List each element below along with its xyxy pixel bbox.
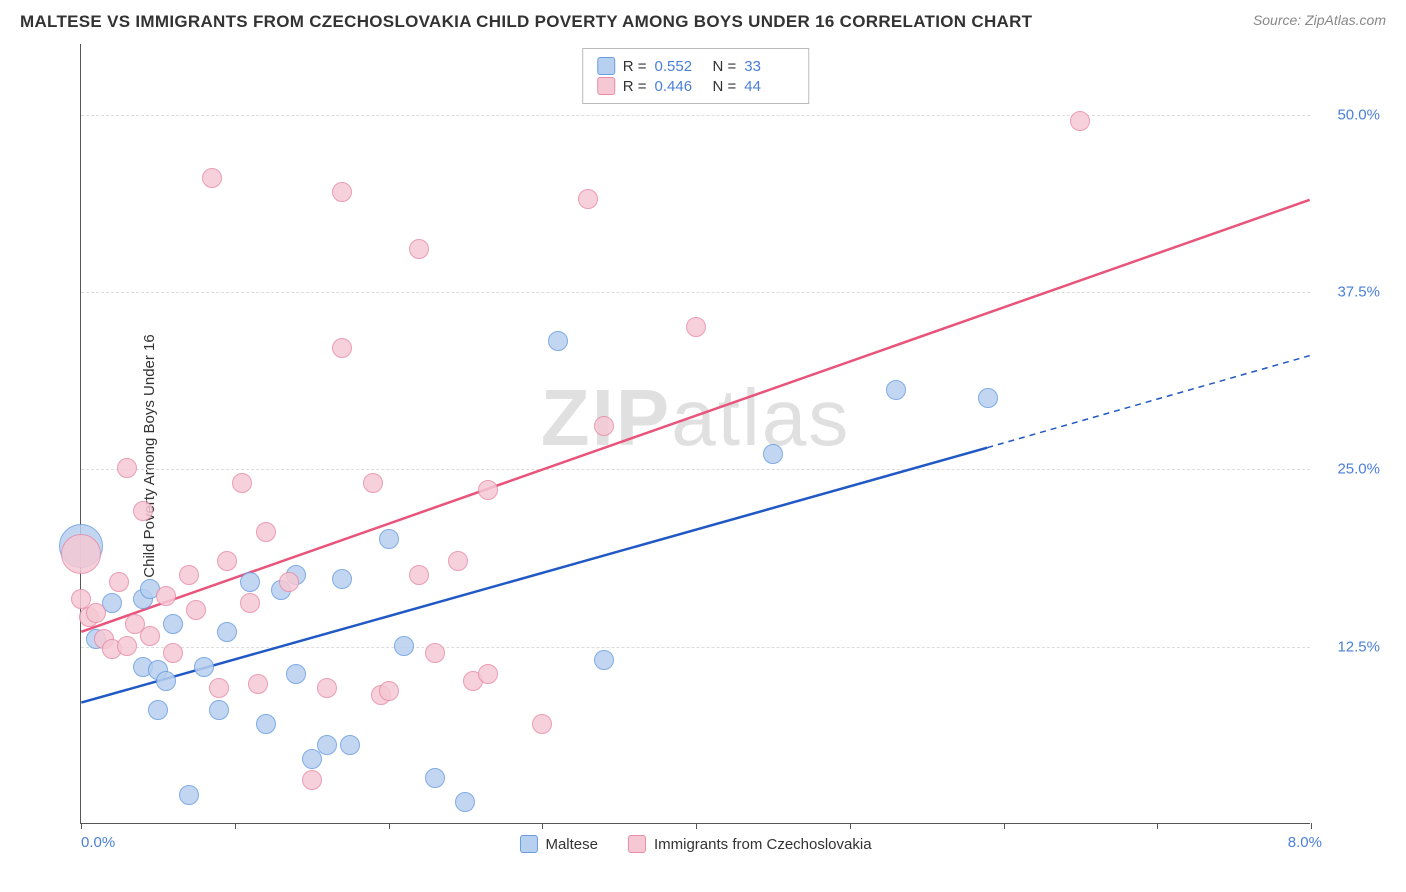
data-point [317,678,337,698]
data-point [332,338,352,358]
corr-row-1: R = 0.552 N = 33 [597,57,795,75]
data-point [117,458,137,478]
data-point [686,317,706,337]
x-tick [1311,823,1312,829]
x-tick [1157,823,1158,829]
data-point [594,416,614,436]
data-point [117,636,137,656]
data-point [478,664,498,684]
data-point [379,681,399,701]
legend-item-2: Immigrants from Czechoslovakia [628,835,872,853]
data-point [163,614,183,634]
correlation-box: R = 0.552 N = 33 R = 0.446 N = 44 [582,48,810,104]
source-label: Source: ZipAtlas.com [1253,12,1386,28]
data-point [594,650,614,670]
x-tick [696,823,697,829]
data-point [532,714,552,734]
data-point [886,380,906,400]
x-tick [81,823,82,829]
data-point [256,714,276,734]
data-point [209,678,229,698]
data-point [240,593,260,613]
data-point [302,770,322,790]
data-point [363,473,383,493]
chart-container: Child Poverty Among Boys Under 16 ZIPatl… [50,44,1386,868]
plot-area: ZIPatlas 12.5%25.0%37.5%50.0% R = 0.552 … [80,44,1310,824]
y-tick-label: 12.5% [1320,638,1380,655]
data-point [340,735,360,755]
y-tick-label: 25.0% [1320,461,1380,478]
legend-swatch-1 [519,835,537,853]
trend-line-extrapolated [987,356,1309,448]
data-point [186,600,206,620]
x-tick [235,823,236,829]
data-point [332,569,352,589]
data-point [425,643,445,663]
trend-line [81,200,1309,632]
data-point [279,572,299,592]
x-tick [1004,823,1005,829]
trendlines [81,44,1310,823]
data-point [763,444,783,464]
x-max-label: 8.0% [1288,834,1322,851]
x-min-label: 0.0% [81,834,115,851]
data-point [194,657,214,677]
data-point [202,168,222,188]
data-point [217,551,237,571]
data-point [379,529,399,549]
data-point [409,565,429,585]
data-point [179,565,199,585]
data-point [317,735,337,755]
data-point [217,622,237,642]
data-point [61,534,101,574]
data-point [156,586,176,606]
data-point [548,331,568,351]
data-point [455,792,475,812]
data-point [148,700,168,720]
data-point [409,239,429,259]
chart-title: MALTESE VS IMMIGRANTS FROM CZECHOSLOVAKI… [20,12,1032,32]
data-point [448,551,468,571]
data-point [332,182,352,202]
series-legend: Maltese Immigrants from Czechoslovakia [519,835,871,853]
data-point [978,388,998,408]
data-point [163,643,183,663]
data-point [240,572,260,592]
y-tick-label: 37.5% [1320,284,1380,301]
data-point [179,785,199,805]
x-tick [389,823,390,829]
data-point [394,636,414,656]
corr-row-2: R = 0.446 N = 44 [597,77,795,95]
swatch-series-1 [597,57,615,75]
data-point [209,700,229,720]
data-point [140,626,160,646]
x-tick [542,823,543,829]
data-point [286,664,306,684]
data-point [156,671,176,691]
data-point [86,603,106,623]
legend-item-1: Maltese [519,835,598,853]
data-point [232,473,252,493]
data-point [133,501,153,521]
y-tick-label: 50.0% [1320,106,1380,123]
data-point [425,768,445,788]
data-point [109,572,129,592]
swatch-series-2 [597,77,615,95]
data-point [1070,111,1090,131]
x-tick [850,823,851,829]
data-point [248,674,268,694]
data-point [578,189,598,209]
data-point [302,749,322,769]
data-point [478,480,498,500]
legend-swatch-2 [628,835,646,853]
trend-line [81,448,987,703]
data-point [256,522,276,542]
